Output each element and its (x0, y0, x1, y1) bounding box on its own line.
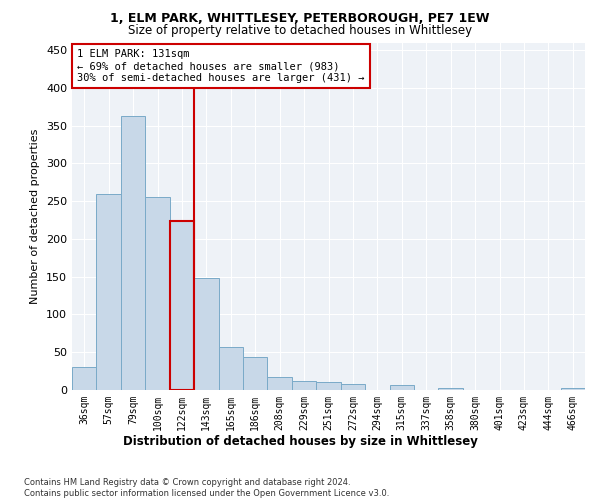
Bar (72, 368, 97, 390)
Text: 1, ELM PARK, WHITTLESEY, PETERBOROUGH, PE7 1EW: 1, ELM PARK, WHITTLESEY, PETERBOROUGH, P… (110, 12, 490, 26)
Bar (439, 388, 463, 390)
Text: Size of property relative to detached houses in Whittlesey: Size of property relative to detached ho… (128, 24, 472, 37)
Bar (145, 198, 170, 390)
Bar (316, 382, 341, 390)
Bar (121, 116, 145, 390)
Bar (194, 278, 218, 390)
Bar (268, 377, 292, 390)
Bar (218, 347, 243, 390)
Bar (389, 386, 414, 390)
Bar (243, 357, 268, 390)
Bar (341, 384, 365, 390)
Text: Distribution of detached houses by size in Whittlesey: Distribution of detached houses by size … (122, 435, 478, 448)
Bar (97, 194, 121, 390)
Text: Contains HM Land Registry data © Crown copyright and database right 2024.
Contai: Contains HM Land Registry data © Crown c… (24, 478, 389, 498)
Bar (292, 381, 316, 390)
Text: 1 ELM PARK: 131sqm
← 69% of detached houses are smaller (983)
30% of semi-detach: 1 ELM PARK: 131sqm ← 69% of detached hou… (77, 50, 365, 82)
Bar (170, 221, 194, 390)
Bar (560, 388, 585, 390)
Y-axis label: Number of detached properties: Number of detached properties (31, 128, 40, 304)
